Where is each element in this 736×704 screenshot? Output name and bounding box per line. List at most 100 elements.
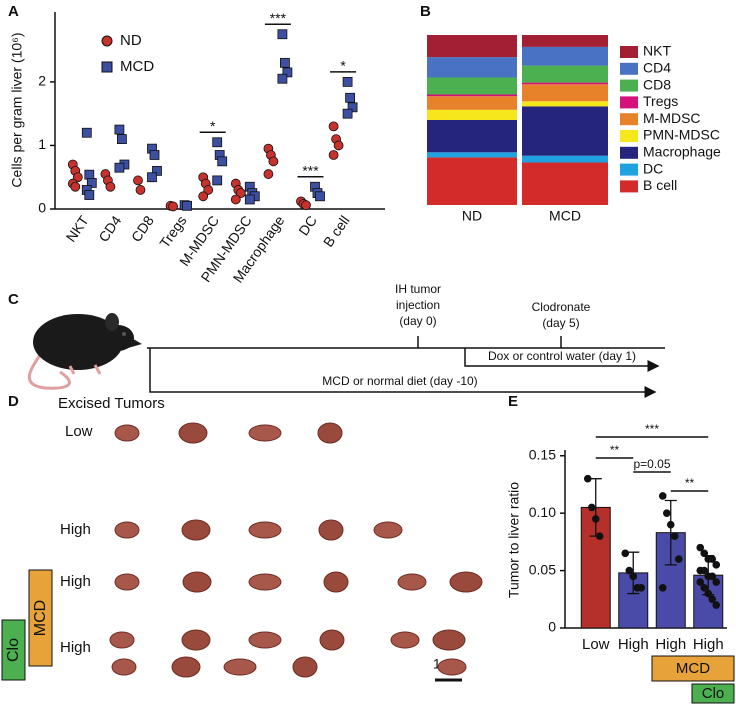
tumor-image (248, 573, 282, 591)
data-point (268, 156, 279, 167)
bar-segment (427, 35, 517, 58)
data-point (114, 162, 125, 173)
data-point (282, 67, 293, 78)
row-label: High (60, 521, 91, 538)
data-point (712, 561, 721, 569)
significance-label: * (340, 58, 346, 74)
data-point (81, 127, 92, 138)
treatment-label: Clo (702, 685, 725, 702)
tumor-image (248, 424, 282, 442)
y-tick-label: 2 (38, 73, 46, 89)
x-tick-label: NKT (63, 212, 92, 244)
comparison-label: ** (685, 476, 695, 490)
data-point (595, 532, 604, 540)
event-label: (day 0) (399, 314, 436, 328)
period-arrow (464, 348, 660, 372)
data-point (712, 601, 721, 609)
y-tick-label: 0.10 (529, 504, 556, 520)
bar-segment (522, 35, 608, 47)
data-point (198, 191, 209, 202)
tumor-image (182, 571, 212, 593)
data-point (135, 185, 146, 195)
data-point (708, 555, 717, 563)
data-point (345, 92, 356, 103)
data-point (696, 543, 705, 552)
x-tick-label: CD8 (128, 212, 157, 244)
treatment-box (1, 619, 26, 681)
timeline (147, 336, 665, 398)
bar-segment (427, 120, 517, 153)
data-point (133, 175, 143, 186)
legend-marker (101, 61, 113, 73)
bar-segment (427, 109, 517, 120)
tumor-image (181, 629, 211, 651)
row-label: High (60, 573, 91, 590)
tumor-image (181, 519, 211, 541)
period-label: Dox or control water (day 1) (488, 349, 636, 363)
x-tick-label: DC (295, 213, 320, 239)
y-tick-label: 0 (548, 619, 556, 635)
tumor-image (171, 656, 201, 678)
panel-label: E (508, 393, 518, 410)
legend-swatch (620, 79, 638, 92)
y-tick-label: 0.05 (529, 561, 556, 577)
tumor-image (437, 658, 467, 676)
legend-swatch (620, 113, 638, 126)
data-point (212, 175, 223, 186)
x-tick-label: High (693, 636, 724, 653)
row-label: High (60, 639, 91, 656)
treatment-box (651, 655, 735, 682)
x-tick-label: B cell (320, 213, 353, 250)
bar-segment (522, 82, 608, 85)
data-point (696, 578, 705, 586)
data-point (658, 492, 667, 500)
data-point (587, 503, 596, 512)
tumor-image (317, 422, 343, 444)
data-point (621, 549, 630, 558)
tumor-image (248, 521, 282, 539)
y-axis-label: Cells per gram liver (10⁶) (9, 32, 25, 187)
bar-segment (427, 94, 517, 97)
tumor-image (319, 629, 345, 651)
bar-segment (427, 57, 517, 78)
data-point (217, 156, 228, 167)
data-point (674, 555, 683, 563)
legend-label: ND (120, 32, 142, 49)
tumor-image (292, 656, 318, 678)
tumor-image (223, 658, 257, 676)
tumor-image (390, 631, 420, 649)
data-point (279, 57, 290, 68)
data-point (203, 185, 214, 195)
tumor-image (178, 422, 208, 444)
data-point (277, 73, 288, 84)
comparison-label: ** (610, 443, 620, 457)
panel-label: C (8, 291, 19, 308)
y-tick-label: 1 (38, 136, 46, 152)
data-point (86, 178, 97, 188)
tumor-image (449, 571, 483, 593)
event-label: injection (396, 298, 440, 312)
event-label: IH tumor (395, 282, 441, 296)
data-point (149, 150, 160, 160)
tumor-title: Excised Tumors (58, 395, 165, 412)
x-tick-label: High (655, 636, 686, 653)
x-tick-label: Low (582, 636, 610, 653)
legend-label: NKT (643, 43, 671, 59)
bar-segment (427, 157, 517, 205)
tumor-image (109, 631, 135, 649)
data-point (700, 566, 709, 575)
event-label: Clodronate (532, 300, 591, 314)
data-point (168, 201, 179, 212)
tumor-image (397, 573, 427, 591)
bar-segment (427, 77, 517, 95)
comparison-label: p=0.05 (633, 457, 670, 471)
period-label: MCD or normal diet (day -10) (322, 374, 477, 388)
comparison-label: *** (645, 422, 659, 436)
treatment-box (28, 569, 53, 667)
data-point (333, 140, 344, 151)
tumor-image (114, 573, 140, 591)
x-tick-label: CD4 (95, 212, 124, 244)
data-point (84, 169, 95, 180)
panel-label: A (8, 3, 19, 20)
bar-segment (522, 106, 608, 156)
